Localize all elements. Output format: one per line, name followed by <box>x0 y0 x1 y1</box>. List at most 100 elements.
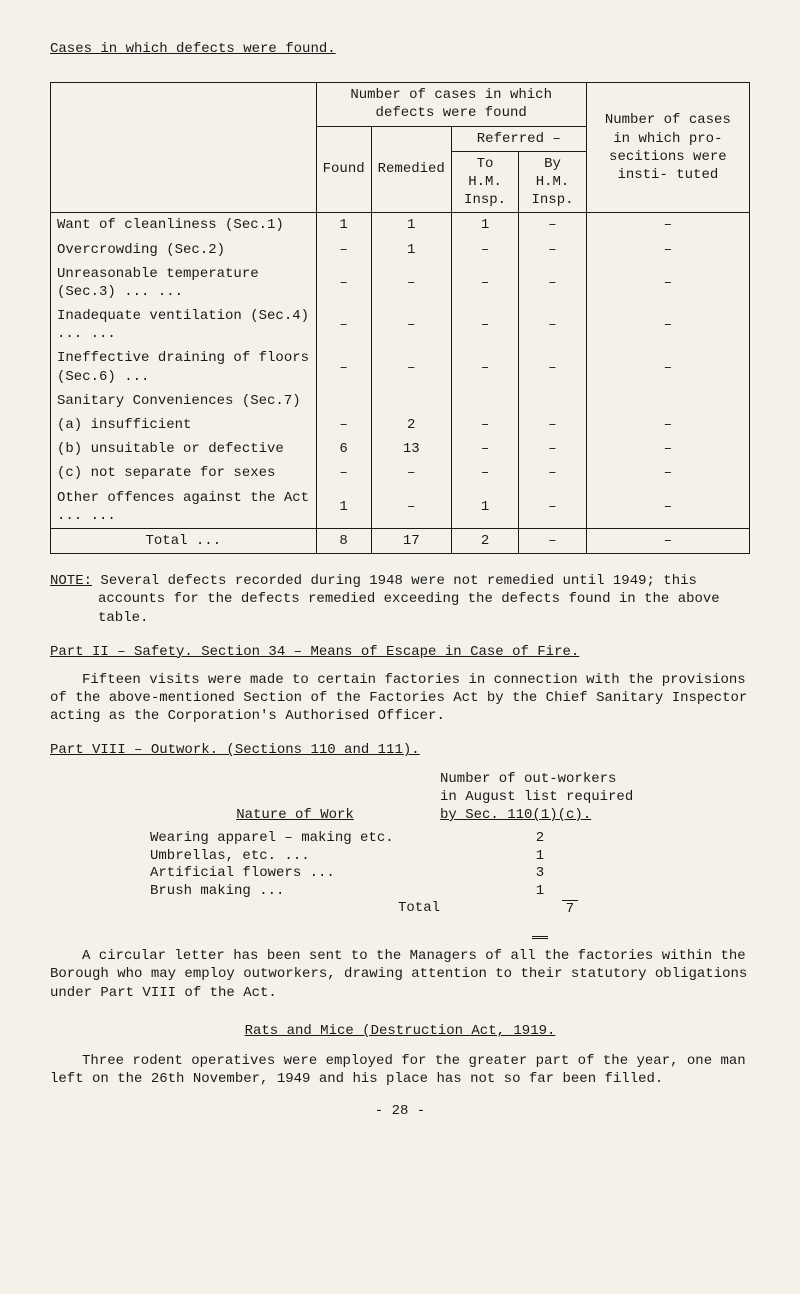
row-label: Want of cleanliness (Sec.1) <box>51 213 317 238</box>
outworkers-name: Brush making ... <box>150 883 440 901</box>
row-cell: 1 <box>316 486 371 529</box>
row-cell: – <box>371 262 451 304</box>
row-cell: – <box>519 238 586 262</box>
row-cell: – <box>451 437 518 461</box>
outworkers-block: Nature of Work Number of out-workers in … <box>150 770 750 940</box>
row-cell: – <box>586 437 749 461</box>
col-blank <box>51 83 317 213</box>
outworkers-row: Wearing apparel – making etc.2 <box>150 830 750 848</box>
defects-table: Number of cases in which defects were fo… <box>50 82 750 554</box>
row-cell: 1 <box>371 213 451 238</box>
row-cell: – <box>371 304 451 346</box>
row-label: Unreasonable temperature (Sec.3) ... ... <box>51 262 317 304</box>
row-cell: – <box>519 413 586 437</box>
row-cell: – <box>586 262 749 304</box>
col-found: Found <box>316 126 371 213</box>
row-cell <box>371 389 451 413</box>
row-cell: – <box>519 437 586 461</box>
row-cell: – <box>519 304 586 346</box>
row-cell: – <box>519 461 586 485</box>
row-cell: – <box>586 304 749 346</box>
col-group1: Number of cases in which defects were fo… <box>316 83 586 126</box>
row-cell: – <box>451 346 518 388</box>
col-referred: Referred – <box>451 126 586 151</box>
table-total-row: Total ... 8 17 2 – – <box>51 528 750 553</box>
row-cell: – <box>451 262 518 304</box>
total-label: Total ... <box>51 528 317 553</box>
row-label: Other offences against the Act ... ... <box>51 486 317 529</box>
table-row: Want of cleanliness (Sec.1)111–– <box>51 213 750 238</box>
rats-header: Rats and Mice (Destruction Act, 1919. <box>50 1022 750 1040</box>
row-cell: – <box>371 486 451 529</box>
table-row: (a) insufficient–2––– <box>51 413 750 437</box>
row-cell <box>586 389 749 413</box>
part-viii-body: A circular letter has been sent to the M… <box>50 947 750 1002</box>
row-cell: – <box>586 346 749 388</box>
row-cell: – <box>519 486 586 529</box>
table-row: Inadequate ventilation (Sec.4) ... ...––… <box>51 304 750 346</box>
col-prosecutions: Number of cases in which pro- secitions … <box>586 83 749 213</box>
rats-body: Three rodent operatives were employed fo… <box>50 1052 750 1088</box>
row-label: Sanitary Conveniences (Sec.7) <box>51 389 317 413</box>
table-row: (c) not separate for sexes––––– <box>51 461 750 485</box>
outworkers-total-label: Total <box>150 900 470 919</box>
outworkers-val: 1 <box>440 848 640 866</box>
col-byhm: By H.M. Insp. <box>519 151 586 213</box>
outworkers-val: 2 <box>440 830 640 848</box>
row-cell <box>316 389 371 413</box>
row-cell: 1 <box>371 238 451 262</box>
row-cell: 1 <box>451 213 518 238</box>
outworkers-row: Brush making ...1 <box>150 883 750 901</box>
page-title: Cases in which defects were found. <box>50 40 750 58</box>
row-cell: – <box>451 238 518 262</box>
outworkers-val: 1 <box>440 883 640 901</box>
page-footer: - 28 - <box>50 1102 750 1120</box>
row-cell: – <box>586 461 749 485</box>
row-cell: – <box>519 262 586 304</box>
row-cell: – <box>316 304 371 346</box>
outworkers-colhead-1: Nature of Work <box>150 770 440 825</box>
table-row: Unreasonable temperature (Sec.3) ... ...… <box>51 262 750 304</box>
row-cell <box>519 389 586 413</box>
outworkers-row: Artificial flowers ...3 <box>150 865 750 883</box>
row-cell: – <box>316 413 371 437</box>
table-row: Ineffective draining of floors (Sec.6) .… <box>51 346 750 388</box>
row-cell: 6 <box>316 437 371 461</box>
table-row: Other offences against the Act ... ...1–… <box>51 486 750 529</box>
note-block: NOTE: Several defects recorded during 19… <box>50 572 750 627</box>
row-cell <box>451 389 518 413</box>
row-label: (a) insufficient <box>51 413 317 437</box>
total-byhm: – <box>519 528 586 553</box>
row-cell: – <box>316 262 371 304</box>
part-viii-header: Part VIII – Outwork. (Sections 110 and 1… <box>50 741 750 759</box>
row-cell: 2 <box>371 413 451 437</box>
row-cell: 13 <box>371 437 451 461</box>
note-label: NOTE: <box>50 573 92 589</box>
table-row: Overcrowding (Sec.2)–1––– <box>51 238 750 262</box>
row-cell: – <box>519 213 586 238</box>
row-cell: – <box>316 238 371 262</box>
outworkers-total-val: 7 <box>470 900 670 919</box>
total-tohm: 2 <box>451 528 518 553</box>
col-remedied: Remedied <box>371 126 451 213</box>
total-pros: – <box>586 528 749 553</box>
row-cell: – <box>586 486 749 529</box>
row-cell: 1 <box>451 486 518 529</box>
row-cell: – <box>316 346 371 388</box>
row-label: Overcrowding (Sec.2) <box>51 238 317 262</box>
total-remedied: 17 <box>371 528 451 553</box>
row-cell: – <box>451 413 518 437</box>
table-row: (b) unsuitable or defective613––– <box>51 437 750 461</box>
note-text: Several defects recorded during 1948 wer… <box>92 573 720 625</box>
outworkers-colhead-2: Number of out-workers in August list req… <box>440 770 640 825</box>
outworkers-name: Umbrellas, etc. ... <box>150 848 440 866</box>
part-ii-body: Fifteen visits were made to certain fact… <box>50 671 750 726</box>
outworkers-row: Umbrellas, etc. ...1 <box>150 848 750 866</box>
row-cell: – <box>316 461 371 485</box>
outworkers-val: 3 <box>440 865 640 883</box>
row-cell: – <box>586 213 749 238</box>
row-cell: – <box>371 461 451 485</box>
row-label: (b) unsuitable or defective <box>51 437 317 461</box>
row-cell: – <box>586 413 749 437</box>
row-cell: – <box>371 346 451 388</box>
